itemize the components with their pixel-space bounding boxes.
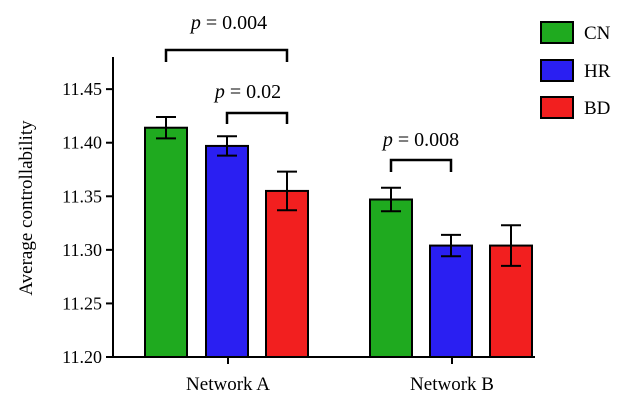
bars bbox=[144, 126, 533, 359]
bar-hr-network-a bbox=[205, 144, 249, 358]
y-tick-label: 11.45 bbox=[62, 79, 102, 99]
p-symbol: p bbox=[381, 129, 393, 151]
significance-label: p = 0.004 bbox=[189, 12, 267, 34]
significance-bracket bbox=[164, 48, 289, 62]
significance-label: p = 0.02 bbox=[213, 81, 281, 103]
x-category-label: Network A bbox=[186, 374, 270, 395]
bar-cn-network-b bbox=[369, 198, 413, 358]
bar-hr-network-b bbox=[429, 244, 473, 358]
legend: CN HR BD bbox=[540, 21, 611, 119]
significance-label: p = 0.008 bbox=[381, 129, 459, 151]
bar-cn-network-a bbox=[144, 126, 188, 359]
significance-bracket bbox=[225, 111, 289, 124]
y-tick-label: 11.30 bbox=[62, 240, 102, 260]
legend-swatch-hr bbox=[540, 59, 574, 82]
significance-bracket bbox=[389, 158, 453, 172]
p-value: = 0.02 bbox=[225, 81, 281, 103]
legend-label-hr: HR bbox=[584, 61, 611, 82]
legend-swatch-bd bbox=[540, 96, 574, 119]
y-tick-label: 11.35 bbox=[62, 186, 102, 206]
y-tick-label: 11.20 bbox=[62, 347, 102, 367]
legend-swatch-cn bbox=[540, 21, 574, 44]
error-bars bbox=[156, 116, 521, 267]
y-axis-title: Average controllability bbox=[16, 120, 37, 296]
y-ticks: 11.20 11.25 11.30 11.35 11.40 11.45 bbox=[62, 79, 113, 367]
p-value: = 0.004 bbox=[201, 12, 267, 34]
x-category-labels: Network A Network B bbox=[186, 357, 494, 395]
y-tick-label: 11.40 bbox=[62, 133, 102, 153]
p-value: = 0.008 bbox=[393, 129, 459, 151]
bar-bd-network-a bbox=[265, 189, 309, 358]
p-symbol: p bbox=[213, 81, 225, 103]
legend-label-cn: CN bbox=[584, 23, 611, 44]
legend-label-bd: BD bbox=[584, 98, 610, 119]
y-tick-label: 11.25 bbox=[62, 293, 102, 313]
x-category-label: Network B bbox=[410, 374, 494, 395]
p-symbol: p bbox=[189, 12, 201, 34]
